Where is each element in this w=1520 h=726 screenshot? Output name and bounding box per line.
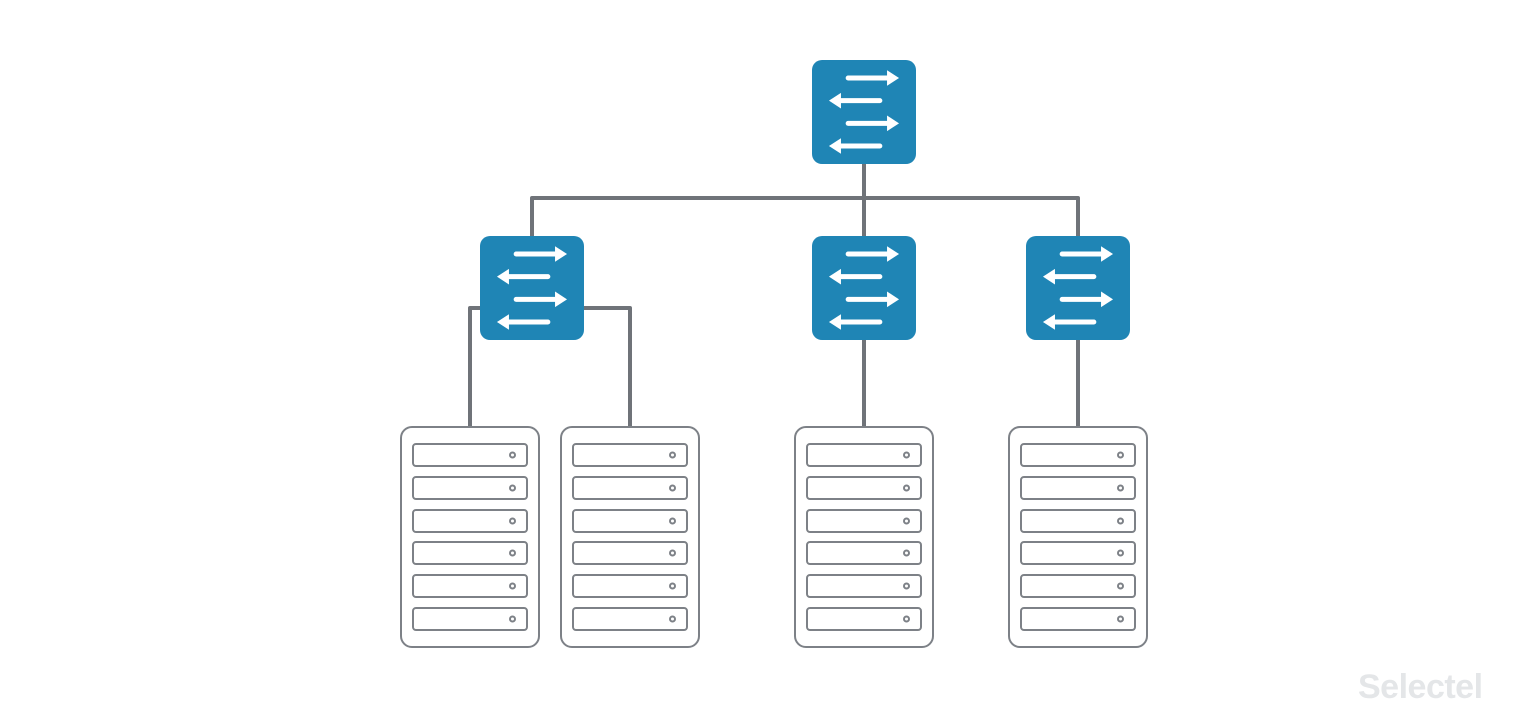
server-unit	[1020, 443, 1136, 467]
server-unit	[572, 476, 688, 500]
server-unit	[572, 574, 688, 598]
server-rack-icon	[560, 426, 700, 648]
server-unit	[1020, 509, 1136, 533]
server-unit	[806, 509, 922, 533]
server-unit	[806, 476, 922, 500]
server-unit	[806, 541, 922, 565]
switch-icon	[812, 236, 916, 340]
server-rack-icon	[794, 426, 934, 648]
server-unit	[572, 541, 688, 565]
server-unit	[1020, 476, 1136, 500]
server-unit	[572, 509, 688, 533]
server-unit	[412, 574, 528, 598]
network-diagram: Selectel	[0, 0, 1520, 726]
server-rack-icon	[1008, 426, 1148, 648]
switch-icon	[480, 236, 584, 340]
server-unit	[412, 443, 528, 467]
switch-icon	[1026, 236, 1130, 340]
connection-lines	[0, 0, 1520, 726]
server-unit	[1020, 574, 1136, 598]
server-unit	[1020, 541, 1136, 565]
connection-line	[470, 308, 480, 426]
connection-line	[532, 164, 864, 236]
server-unit	[412, 476, 528, 500]
server-unit	[572, 443, 688, 467]
connection-line	[584, 308, 630, 426]
server-unit	[412, 607, 528, 631]
server-unit	[806, 574, 922, 598]
server-rack-icon	[400, 426, 540, 648]
server-unit	[412, 541, 528, 565]
switch-icon	[812, 60, 916, 164]
server-unit	[806, 443, 922, 467]
server-unit	[1020, 607, 1136, 631]
watermark-text: Selectel	[1358, 668, 1483, 707]
server-unit	[806, 607, 922, 631]
server-unit	[572, 607, 688, 631]
connection-line	[864, 164, 1078, 236]
server-unit	[412, 509, 528, 533]
